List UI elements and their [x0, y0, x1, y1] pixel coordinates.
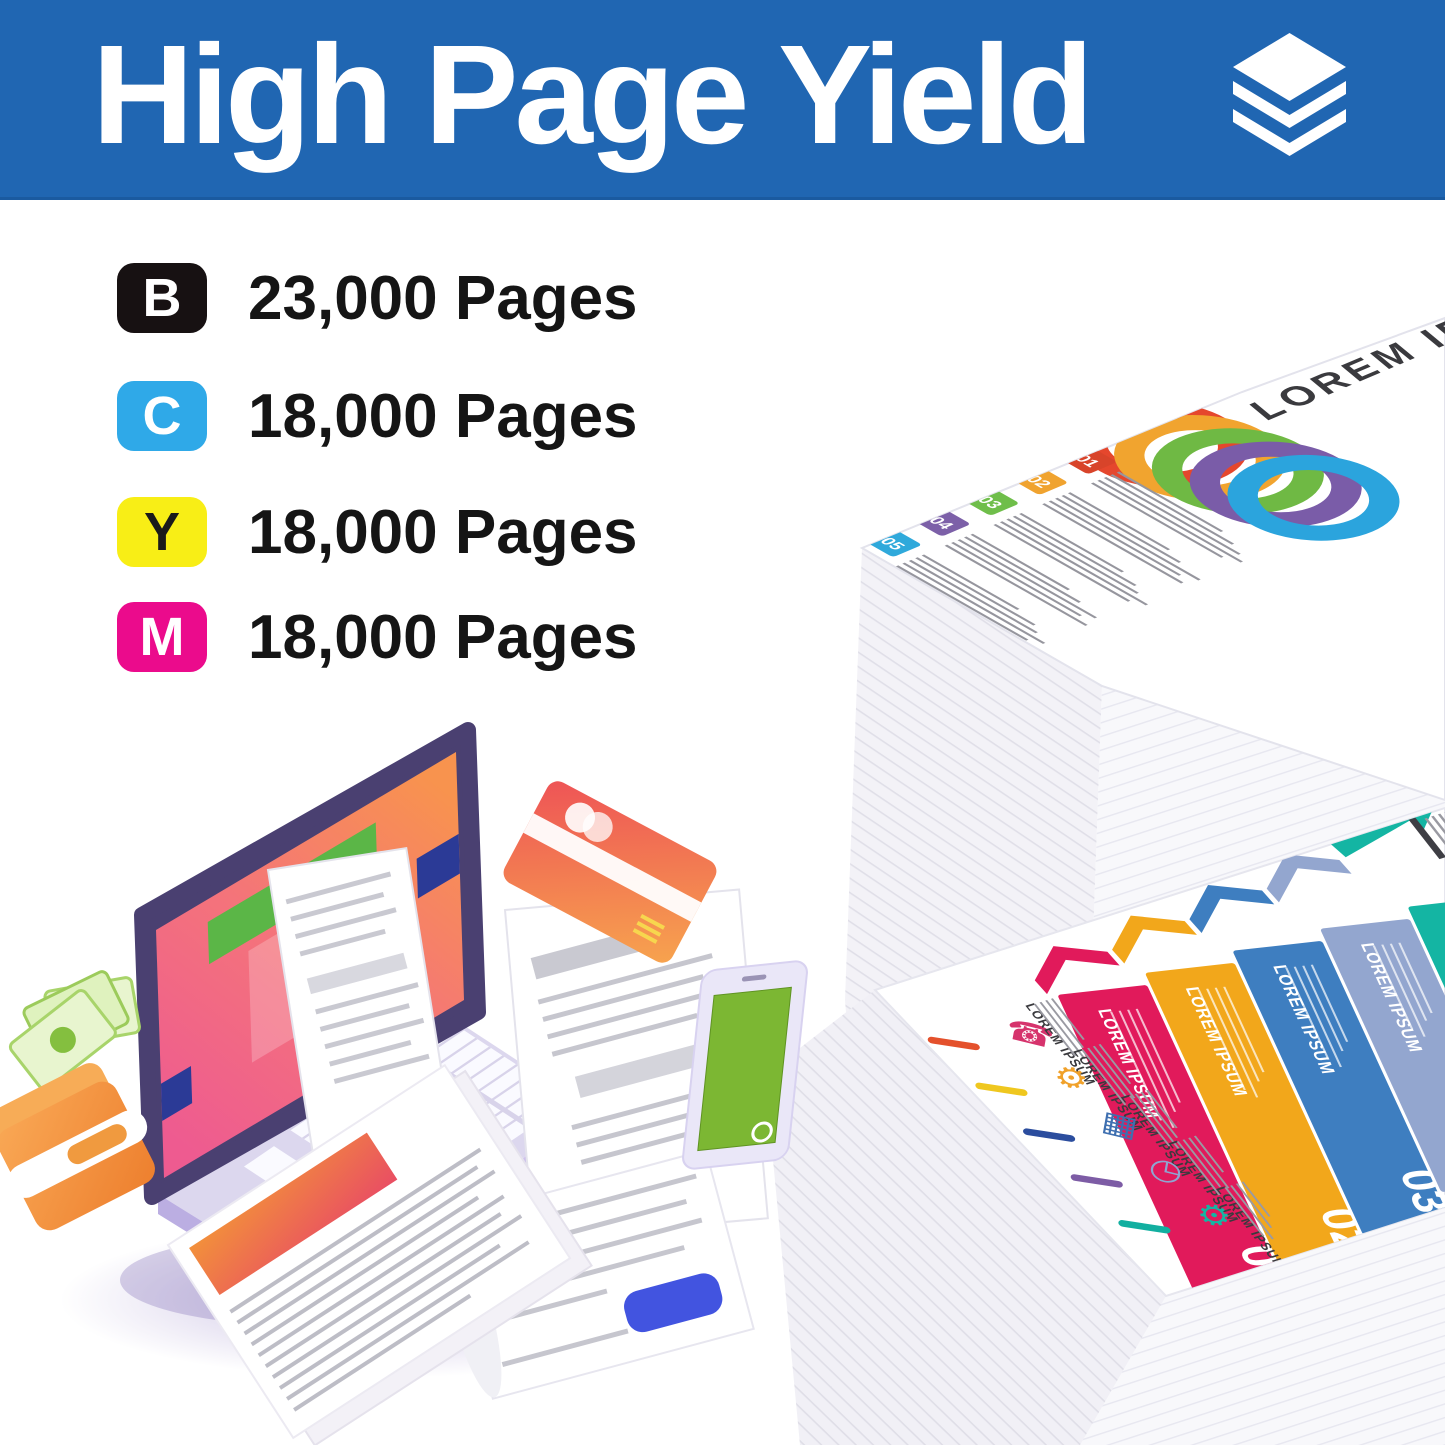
swatch-letter: M: [139, 607, 185, 667]
paper-stack-bottom: LOREM IPSUM 01 LOREM IPSUM: [765, 806, 1445, 1445]
swatch-letter: B: [142, 268, 182, 328]
numbered-item: 04: [915, 509, 1098, 626]
placeholder-text-lines: [1176, 1135, 1230, 1196]
yield-row-yellow: Y 18,000 Pages: [117, 497, 638, 567]
card-signature-lines: [632, 913, 666, 944]
placeholder-text-lines: [993, 513, 1149, 606]
credit-card: [503, 781, 717, 963]
placeholder-text-lines: [895, 554, 1046, 644]
yield-row-magenta: M 18,000 Pages: [117, 602, 638, 672]
swatch-letter: Y: [143, 502, 181, 562]
wallet-body: [0, 1063, 155, 1231]
numbered-item: 03: [964, 488, 1149, 606]
placeholder-text-lines: [1129, 1089, 1180, 1150]
banner-04: LOREM IPSUM 04: [1320, 919, 1445, 1192]
banner-05: LOREM IPSUM 05: [1408, 897, 1445, 1149]
mini-text-block: [1408, 811, 1445, 882]
pages-value: 23,000 Pages: [248, 263, 638, 333]
laptop-printing-illustration: [0, 722, 808, 1445]
paper-stacks-illustration: LOREM IPSUM 01: [765, 316, 1445, 1445]
stack-side-front: [1140, 1207, 1445, 1445]
pages-value: 18,000 Pages: [248, 497, 638, 567]
page-title: High Page Yield: [92, 15, 1094, 173]
clock-icon: ◷: [1146, 1150, 1185, 1190]
page-header-bar: [189, 1132, 398, 1295]
placeholder-text-lines: [1033, 998, 1086, 1060]
money-bill: [8, 989, 117, 1091]
page-lines: [229, 1147, 530, 1412]
header-banner: High Page Yield: [0, 0, 1445, 200]
magenta-toner-swatch: M: [117, 602, 207, 672]
receipt-blue-button: [624, 1273, 723, 1333]
banner-lines: [1285, 964, 1349, 1068]
receipt-lines: [285, 871, 430, 1084]
banner-03: LOREM IPSUM 03: [1233, 941, 1445, 1235]
screen-navy-block: [160, 1065, 193, 1121]
yellow-toner-swatch: Y: [117, 497, 207, 567]
phone-speaker: [741, 974, 767, 982]
yield-row-black: B 23,000 Pages: [117, 263, 638, 333]
placeholder-text-lines: [944, 533, 1098, 626]
screen-navy-block: [416, 833, 460, 899]
phone-home-button: [751, 1121, 773, 1143]
pages-value: 18,000 Pages: [248, 602, 638, 672]
numbered-item: 02: [1013, 467, 1201, 584]
pages-value: 18,000 Pages: [248, 381, 638, 451]
placeholder-text-lines: [1090, 471, 1243, 563]
swatch-letter: C: [142, 386, 182, 446]
placeholder-text-lines: [1081, 1044, 1136, 1106]
gear-icon: ⚙: [1051, 1058, 1091, 1098]
banner-lines: [1372, 942, 1433, 1037]
printed-pages: [166, 1063, 593, 1445]
numbered-item: 05: [867, 530, 1046, 644]
placeholder-text-lines: [1042, 492, 1201, 584]
stack-side-left: [765, 990, 1166, 1445]
banner-lines: [1197, 986, 1265, 1098]
wallet-with-cash: [0, 970, 155, 1231]
black-toner-swatch: B: [117, 263, 207, 333]
smartphone: [682, 960, 808, 1170]
placeholder-text-lines: [1224, 1181, 1274, 1240]
yield-row-cyan: C 18,000 Pages: [117, 381, 638, 451]
gear2-icon: ⚙: [1194, 1196, 1234, 1236]
numbered-item: 01: [1062, 447, 1243, 563]
layers-icon: [1233, 33, 1346, 156]
cyan-toner-swatch: C: [117, 381, 207, 451]
